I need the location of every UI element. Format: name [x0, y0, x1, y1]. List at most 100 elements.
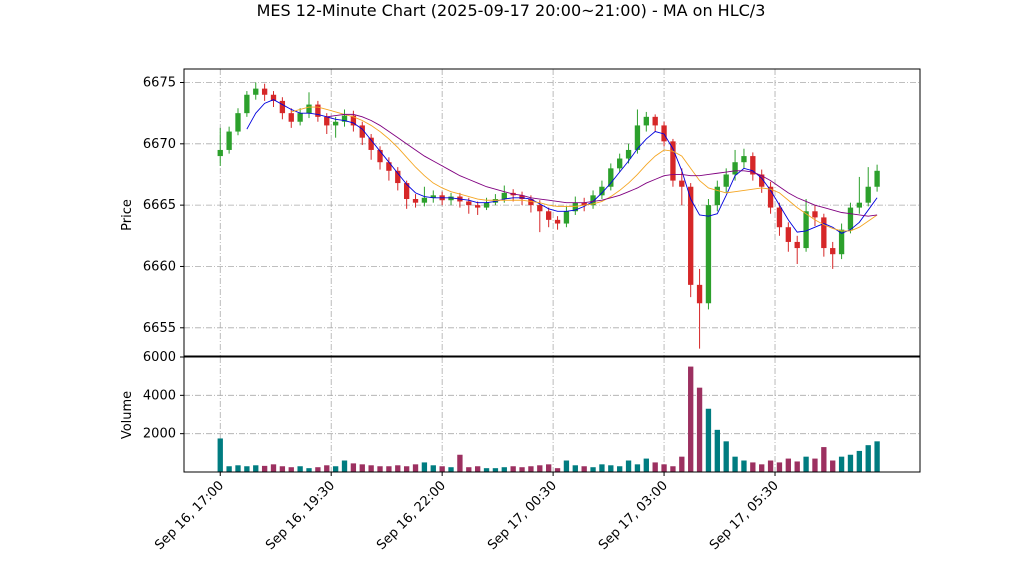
candle-body: [563, 211, 570, 224]
volume-bar: [767, 460, 774, 472]
volume-bar: [270, 464, 277, 472]
y-tick-label: 6660: [143, 259, 176, 274]
volume-bar: [847, 454, 854, 472]
candle-body: [705, 205, 712, 304]
candle-body: [519, 195, 525, 200]
volume-bar: [217, 438, 223, 472]
volume-bar: [483, 468, 490, 472]
volume-bar: [688, 366, 694, 472]
volume-bar: [244, 466, 250, 472]
candle-body: [856, 202, 863, 208]
candle-body: [767, 186, 774, 208]
candle-body: [865, 186, 871, 203]
volume-bar: [732, 456, 738, 472]
candle-body: [679, 180, 685, 187]
candle-body: [368, 137, 374, 150]
volume-bar: [865, 445, 871, 472]
chart-title: MES 12-Minute Chart (2025-09-17 20:00~21…: [257, 1, 766, 20]
volume-bar: [315, 467, 321, 472]
candle-body: [288, 113, 294, 122]
volume-bar: [368, 465, 374, 472]
volume-bar: [776, 462, 783, 472]
candle-body: [776, 207, 783, 228]
volume-bar: [386, 466, 392, 472]
y-tick-label: 6670: [143, 137, 176, 152]
candle-body: [741, 156, 747, 163]
volume-bar: [617, 466, 623, 472]
candle-body: [297, 113, 303, 122]
candle-body: [688, 186, 694, 285]
volume-bar: [235, 465, 241, 472]
volume-bar: [625, 460, 632, 472]
candle-body: [794, 241, 800, 249]
volume-bar: [803, 456, 809, 472]
volume-bar: [830, 460, 836, 472]
candle-body: [270, 94, 277, 101]
ma-line: [291, 106, 878, 232]
candle-body: [341, 115, 348, 122]
volume-bar: [581, 466, 587, 472]
candle-body: [501, 192, 507, 200]
volume-bar: [599, 464, 605, 472]
candle-body: [670, 141, 676, 181]
ma-line: [246, 99, 878, 234]
y-axis-label: Price: [120, 199, 135, 231]
volume-bar: [501, 467, 507, 472]
volume-bar: [643, 458, 649, 472]
volume-frame: [183, 356, 921, 473]
volume-bar: [261, 465, 268, 472]
volume-bar: [856, 450, 863, 472]
candle-body: [696, 284, 703, 304]
volume-bar: [395, 465, 401, 472]
volume-bar: [226, 466, 232, 472]
candle-body: [581, 202, 587, 206]
candle-body: [812, 211, 818, 218]
x-tick-label: Sep 17, 03:00: [596, 478, 671, 553]
volume-bar: [750, 462, 756, 472]
volume-bar: [794, 461, 800, 472]
volume-bar: [838, 456, 845, 472]
candle-body: [261, 88, 268, 95]
candle-body: [546, 211, 552, 220]
volume-bar: [332, 466, 339, 472]
candle-body: [430, 195, 436, 198]
candle-body: [732, 162, 738, 175]
volume-bar: [554, 468, 561, 472]
candle-body: [448, 196, 454, 201]
candle-body: [466, 201, 472, 206]
volume-bar: [377, 466, 383, 472]
candle-body: [395, 170, 401, 184]
candle-body: [634, 125, 641, 150]
volume-bar: [412, 464, 419, 472]
volume-axis-label: Volume: [120, 391, 135, 439]
volume-bar: [306, 468, 312, 472]
volume-bar: [430, 465, 436, 472]
candle-body: [350, 115, 357, 126]
volume-bar: [403, 466, 410, 472]
candle-body: [874, 170, 880, 187]
candle-body: [253, 88, 259, 95]
candle-body: [377, 149, 383, 163]
volume-bar: [563, 460, 570, 472]
volume-bar: [714, 429, 720, 472]
candle-body: [332, 121, 339, 126]
volume-bar: [661, 464, 667, 472]
candle-body: [324, 116, 330, 126]
candle-body: [590, 195, 596, 206]
candle-body: [235, 113, 241, 132]
candle-body: [821, 217, 827, 249]
candle-body: [714, 186, 720, 206]
volume-bar: [652, 462, 658, 472]
volume-bar: [696, 387, 703, 472]
volume-bar: [474, 466, 481, 472]
volume-bar: [253, 465, 259, 472]
x-tick-label: Sep 17, 00:30: [485, 478, 560, 553]
volume-bar: [519, 467, 525, 472]
x-tick-label: Sep 16, 22:00: [374, 478, 449, 553]
volume-bar: [324, 465, 330, 472]
candle-body: [403, 183, 410, 200]
candle-body: [617, 158, 623, 169]
volume-bar: [705, 408, 712, 472]
y-tick-label: 6675: [143, 75, 176, 90]
